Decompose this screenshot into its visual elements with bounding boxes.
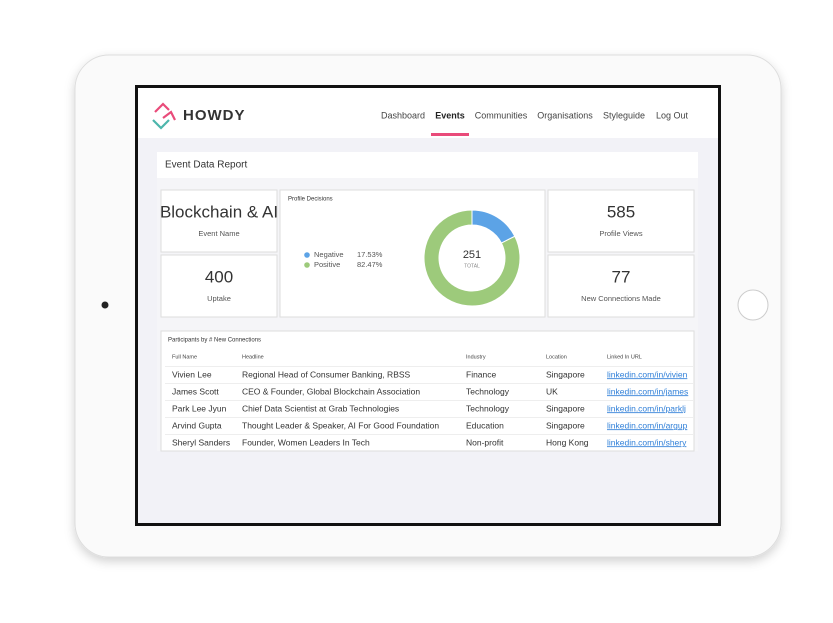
table-cell: Arvind Gupta bbox=[172, 420, 222, 430]
table-cell: Hong Kong bbox=[546, 437, 589, 447]
stat-label: New Connections Made bbox=[581, 294, 661, 303]
report-title: Event Data Report bbox=[165, 160, 247, 171]
nav-link[interactable]: Log Out bbox=[656, 110, 689, 120]
table-cell: Regional Head of Consumer Banking, RBSS bbox=[242, 369, 411, 379]
legend-name: Negative bbox=[314, 250, 344, 259]
column-header: Headline bbox=[242, 354, 264, 360]
table-cell: Chief Data Scientist at Grab Technologie… bbox=[242, 403, 399, 413]
table-cell: Vivien Lee bbox=[172, 369, 212, 379]
stat-value: 400 bbox=[205, 267, 233, 286]
column-header: Full Name bbox=[172, 354, 197, 360]
nav-link[interactable]: Styleguide bbox=[603, 110, 645, 120]
table-title: Participants by # New Connections bbox=[168, 338, 261, 344]
stat-value: Blockchain & AI bbox=[160, 202, 278, 221]
table-cell: Singapore bbox=[546, 420, 585, 430]
stat-value: 77 bbox=[612, 267, 631, 286]
table-cell: UK bbox=[546, 386, 558, 396]
table-cell: Technology bbox=[466, 386, 510, 396]
linkedin-link[interactable]: linkedin.com/in/argup bbox=[607, 420, 688, 430]
table-cell: Non-profit bbox=[466, 437, 504, 447]
nav-link[interactable]: Organisations bbox=[537, 110, 593, 120]
legend-dot bbox=[304, 252, 310, 258]
stat-label: Profile Views bbox=[599, 229, 642, 238]
table-cell: CEO & Founder, Global Blockchain Associa… bbox=[242, 386, 420, 396]
column-header: Location bbox=[546, 354, 567, 360]
table-cell: Sheryl Sanders bbox=[172, 437, 230, 447]
brand: HOWDY bbox=[183, 107, 246, 124]
linkedin-link[interactable]: linkedin.com/in/vivien bbox=[607, 369, 688, 379]
camera bbox=[101, 301, 109, 309]
table-cell: Thought Leader & Speaker, AI For Good Fo… bbox=[242, 420, 439, 430]
table-cell: James Scott bbox=[172, 386, 219, 396]
table-cell: Technology bbox=[466, 403, 510, 413]
donut-total-label: TOTAL bbox=[464, 263, 480, 269]
stat-label: Uptake bbox=[207, 294, 231, 303]
top-bar bbox=[138, 88, 718, 138]
table-cell: Singapore bbox=[546, 369, 585, 379]
table-panel bbox=[160, 330, 695, 452]
chart-title: Profile Decisions bbox=[288, 197, 333, 203]
active-indicator bbox=[431, 133, 469, 136]
table-cell: Education bbox=[466, 420, 504, 430]
stat-card bbox=[547, 254, 695, 318]
stat-card bbox=[160, 189, 278, 253]
table-cell: Founder, Women Leaders In Tech bbox=[242, 437, 370, 447]
legend-value: 17.53% bbox=[357, 250, 383, 259]
table-cell: Finance bbox=[466, 369, 497, 379]
column-header: Industry bbox=[466, 354, 486, 360]
stat-label: Event Name bbox=[198, 229, 239, 238]
nav-link[interactable]: Communities bbox=[475, 110, 528, 120]
nav-link[interactable]: Events bbox=[435, 110, 465, 120]
legend-name: Positive bbox=[314, 260, 340, 269]
table-cell: Singapore bbox=[546, 403, 585, 413]
stat-value: 585 bbox=[607, 202, 635, 221]
linkedin-link[interactable]: linkedin.com/in/james bbox=[607, 386, 688, 396]
logo bbox=[152, 102, 176, 130]
donut-segment bbox=[423, 209, 521, 307]
stat-card bbox=[547, 189, 695, 253]
linkedin-link[interactable]: linkedin.com/in/parklj bbox=[607, 403, 686, 413]
home-button[interactable] bbox=[737, 289, 769, 321]
legend-value: 82.47% bbox=[357, 260, 383, 269]
stat-card bbox=[160, 254, 278, 318]
table-cell: Park Lee Jyun bbox=[172, 403, 227, 413]
column-header: Linked In URL bbox=[607, 354, 642, 360]
linkedin-link[interactable]: linkedin.com/in/shery bbox=[607, 437, 687, 447]
nav-link[interactable]: Dashboard bbox=[381, 110, 425, 120]
report-header bbox=[157, 152, 698, 178]
donut-total: 251 bbox=[463, 249, 481, 261]
legend-dot bbox=[304, 262, 310, 268]
